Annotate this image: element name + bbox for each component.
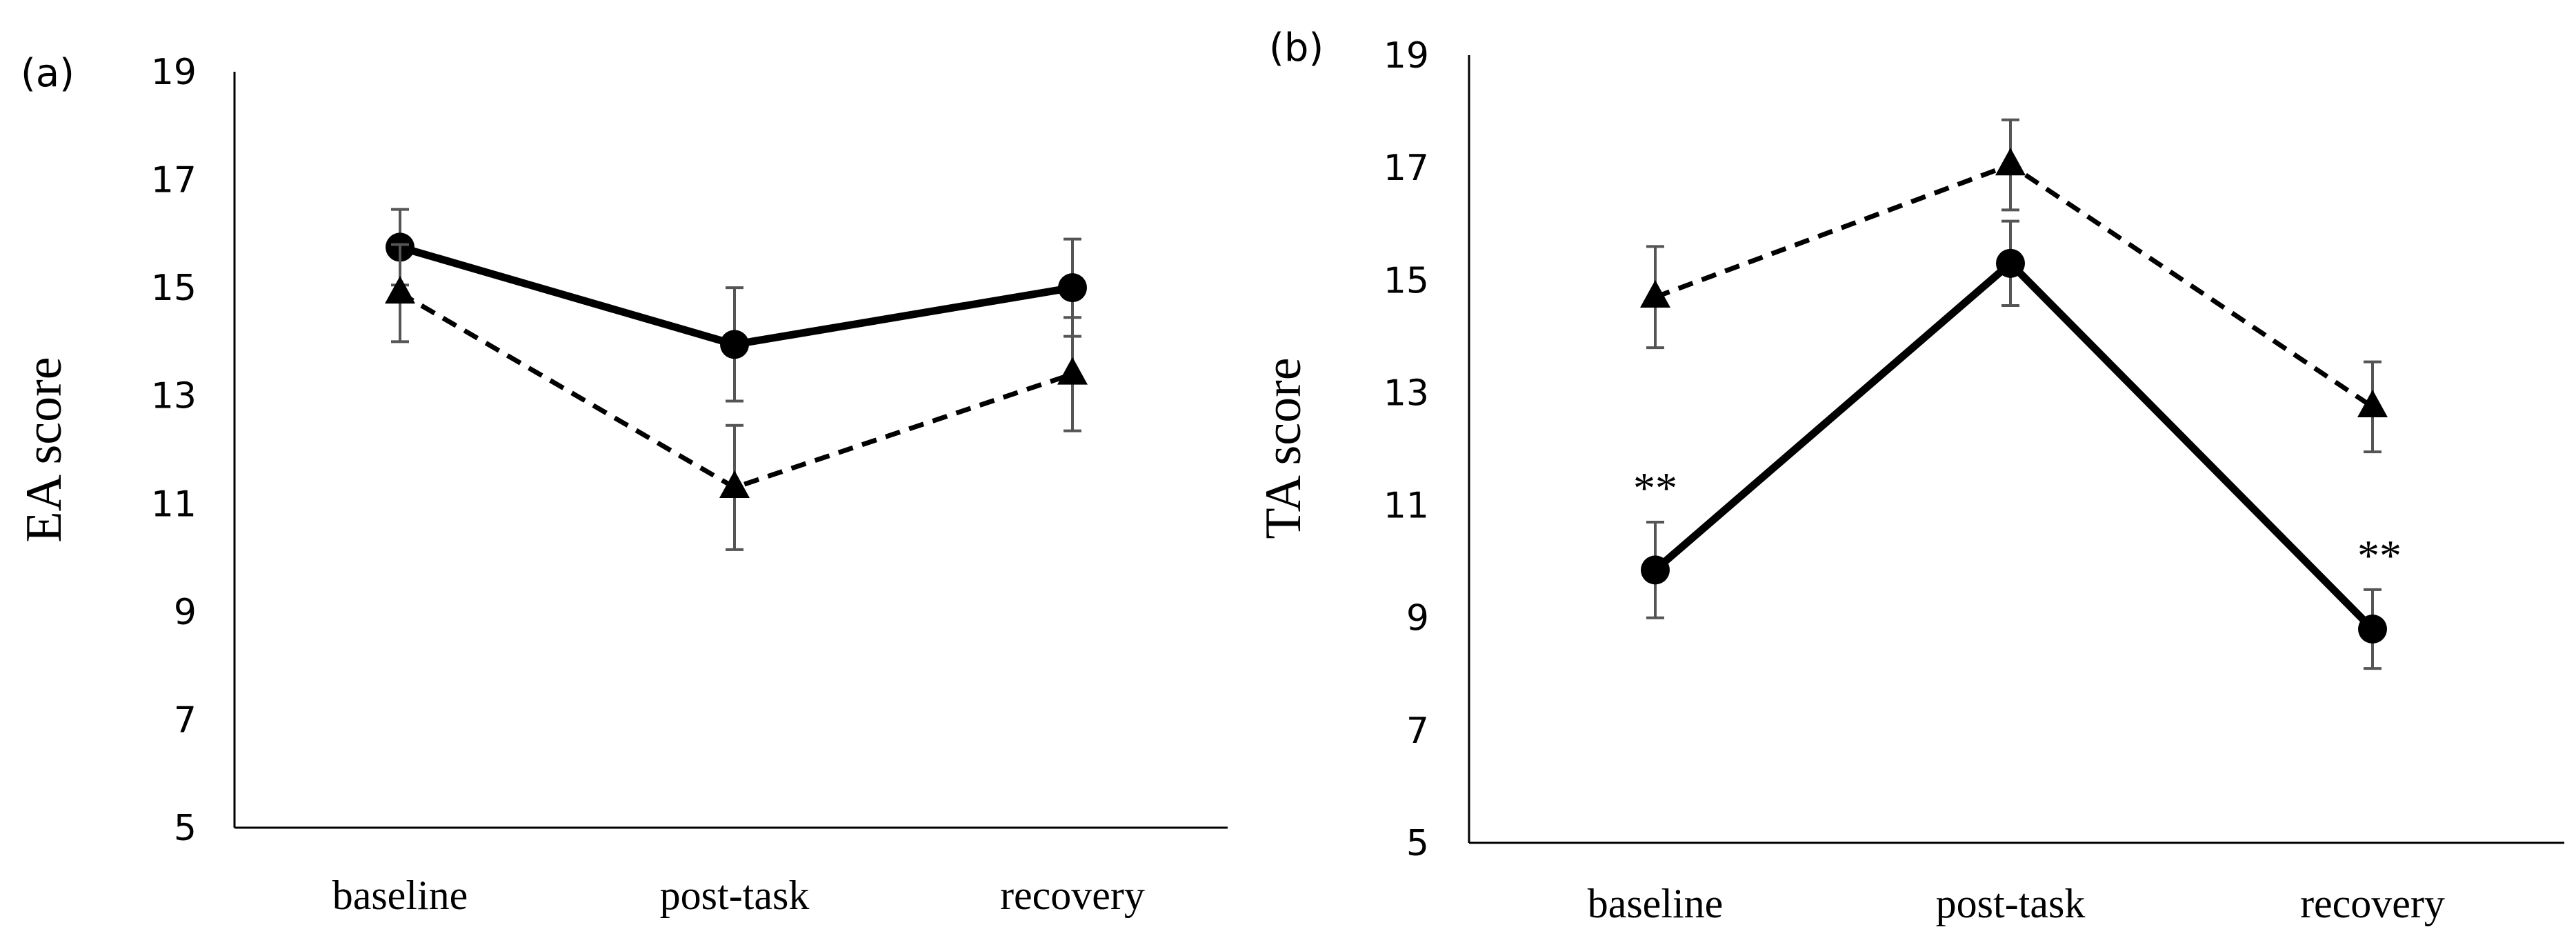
- y-tick-label: 13: [151, 376, 197, 417]
- x-tick-label: recovery: [2300, 881, 2445, 926]
- y-tick-label: 11: [151, 484, 197, 525]
- series-line-solid-circle: [1653, 259, 2375, 632]
- data-point-triangle: [2357, 390, 2388, 418]
- y-axis-label: EA score: [16, 357, 72, 542]
- y-tick-label: 5: [1406, 823, 1429, 864]
- x-tick-label: recovery: [1000, 873, 1145, 918]
- y-tick-label: 11: [1384, 486, 1429, 527]
- data-point-triangle: [385, 276, 415, 304]
- data-point-triangle: [1995, 148, 2026, 176]
- panel-b-chart: (b) TA score 5 7 9 11 13 15 17 19 baseline post-tas…: [1255, 26, 2564, 926]
- x-tick-label: baseline: [1588, 881, 1724, 926]
- y-tick-label: 15: [1384, 260, 1429, 301]
- x-tick-label: post-task: [1936, 881, 2086, 926]
- y-tick-label: 9: [174, 592, 197, 633]
- series-line-solid-circle: [399, 243, 1073, 348]
- y-tick-label: 7: [1406, 710, 1429, 752]
- data-point-circle: [2358, 615, 2387, 644]
- y-tick-label: 5: [174, 808, 197, 849]
- significance-annotation: **: [2357, 531, 2402, 580]
- y-tick-label: 9: [1406, 598, 1429, 639]
- panel-a-chart: (a) EA score 5 7 9 11 13 15 17 19 baseline post-tas…: [16, 51, 1228, 918]
- y-tick-label: 17: [151, 160, 197, 201]
- x-tick-label: post-task: [660, 873, 810, 918]
- data-point-circle: [720, 330, 749, 359]
- series-line-dashed-triangle: [399, 290, 1074, 490]
- data-point-triangle: [1057, 357, 1088, 385]
- panel-label: (b): [1269, 26, 1324, 70]
- y-tick-label: 19: [1384, 35, 1429, 77]
- data-point-circle: [1996, 248, 2025, 278]
- data-point-circle: [1641, 555, 1670, 585]
- y-tick-label: 17: [1384, 148, 1429, 189]
- y-tick-label: 15: [151, 268, 197, 309]
- y-tick-label: 13: [1384, 372, 1429, 414]
- data-point-triangle: [719, 470, 750, 498]
- significance-annotation: **: [1633, 463, 1677, 512]
- data-point-triangle: [1640, 279, 1670, 308]
- y-tick-label: 7: [174, 699, 197, 741]
- y-axis-label: TA score: [1255, 357, 1312, 539]
- y-tick-label: 19: [151, 52, 197, 93]
- panel-label: (a): [21, 51, 74, 96]
- series-line-dashed-triangle: [1654, 162, 2374, 409]
- x-tick-label: baseline: [332, 873, 468, 918]
- data-point-circle: [1058, 273, 1087, 303]
